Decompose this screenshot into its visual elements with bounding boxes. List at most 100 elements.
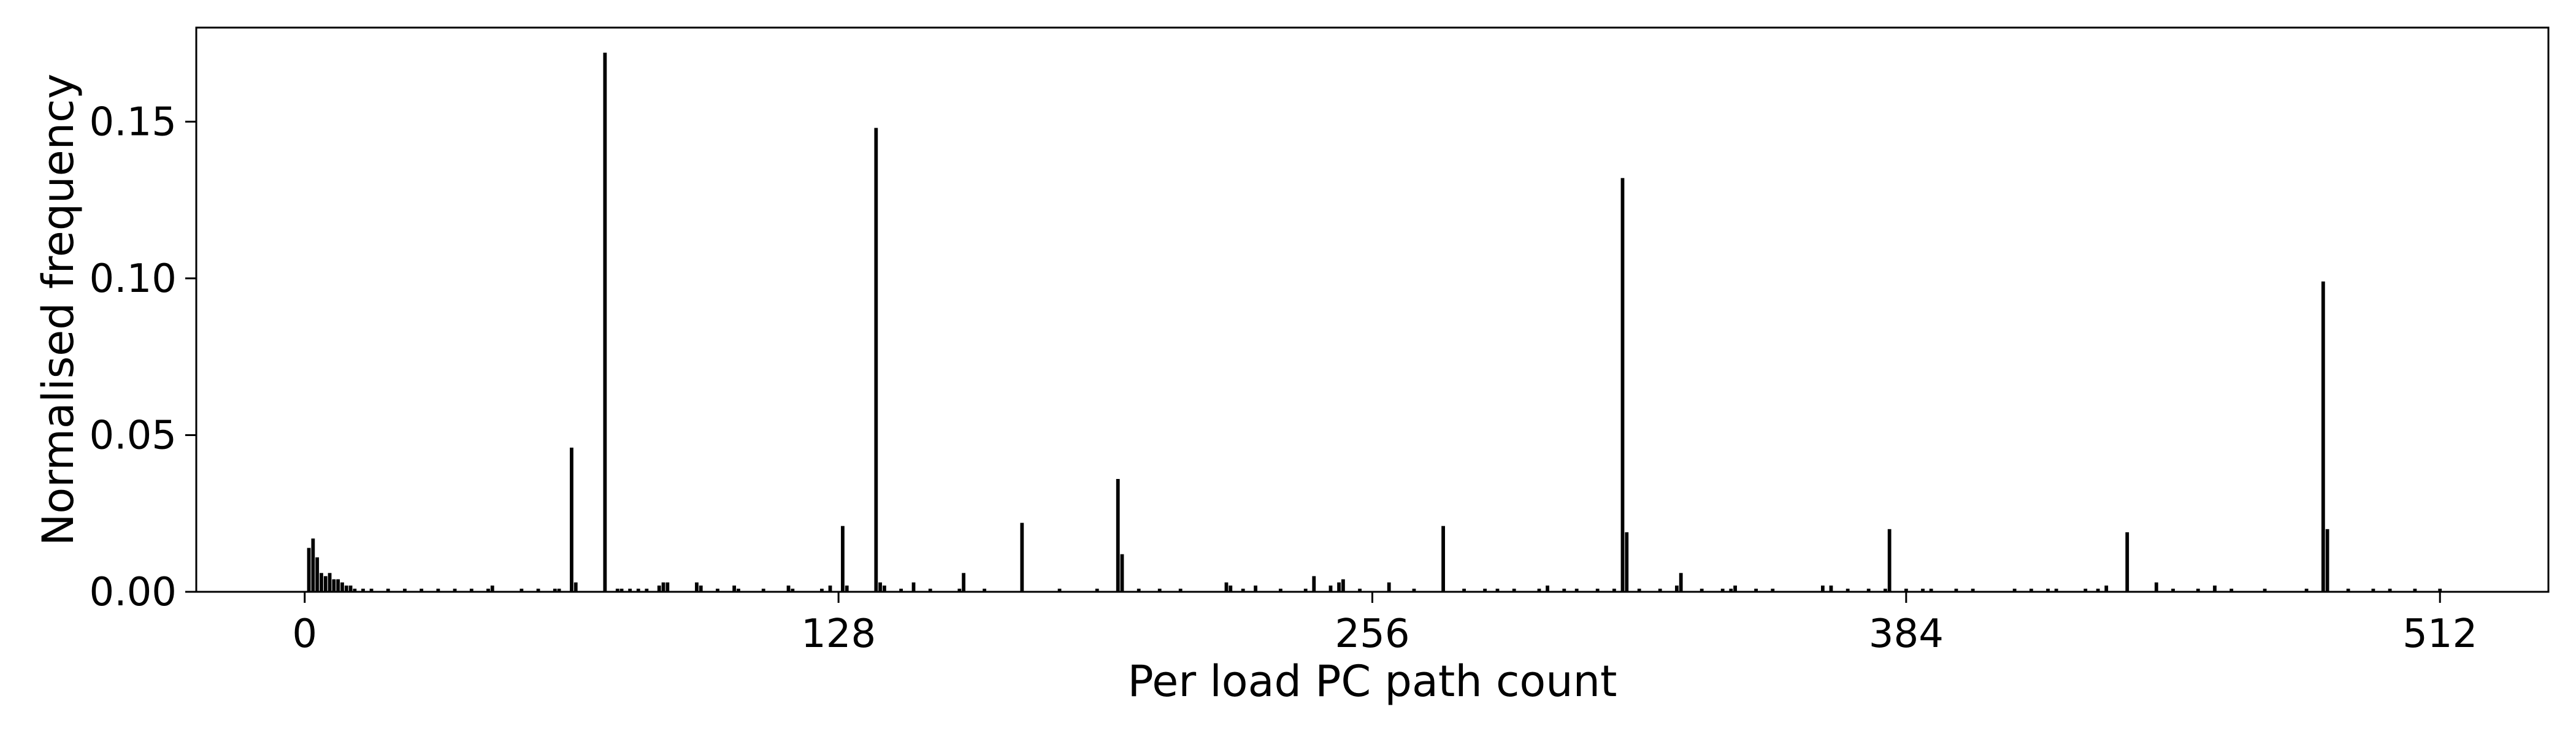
bar	[657, 585, 661, 592]
bar	[536, 588, 540, 592]
bar	[361, 588, 365, 592]
bar	[636, 588, 640, 592]
bar	[2154, 582, 2158, 592]
bar	[2371, 588, 2375, 592]
bar	[2083, 588, 2088, 592]
bar	[911, 582, 916, 592]
bar	[403, 588, 407, 592]
bar	[699, 585, 703, 592]
bar	[386, 588, 390, 592]
x-tick-label: 0	[292, 611, 317, 657]
bar	[2125, 532, 2129, 592]
bar	[1312, 576, 1316, 592]
bar	[1574, 588, 1579, 592]
plot-frame	[195, 26, 2550, 593]
y-tick-label: 0.15	[90, 99, 177, 145]
bar	[2304, 588, 2309, 592]
bar	[1341, 579, 1345, 592]
bar	[453, 588, 457, 592]
bar	[1137, 588, 1141, 592]
bar	[845, 585, 849, 592]
y-tick-label: 0.05	[90, 413, 177, 458]
bar	[928, 588, 932, 592]
bar	[1733, 585, 1737, 592]
bar	[2012, 588, 2017, 592]
bar	[1625, 532, 1629, 592]
bar	[344, 585, 348, 592]
bar	[1674, 585, 1679, 592]
bar	[1612, 588, 1616, 592]
bar	[1771, 588, 1775, 592]
bar	[883, 585, 886, 592]
bar	[2346, 588, 2350, 592]
bar	[328, 573, 332, 592]
bar	[874, 128, 878, 592]
bar	[336, 579, 340, 592]
bar	[1729, 588, 1733, 592]
bar	[1358, 588, 1362, 592]
bar	[1679, 573, 1683, 592]
bar	[2171, 588, 2175, 592]
bar	[332, 579, 336, 592]
bar	[1921, 588, 1925, 592]
bar	[695, 582, 699, 592]
bar	[1595, 588, 1600, 592]
bar	[737, 588, 740, 592]
bar	[486, 588, 490, 592]
bar	[1224, 582, 1229, 592]
bar	[353, 588, 357, 592]
bar	[1904, 588, 1908, 592]
bar	[2388, 588, 2392, 592]
bar	[1254, 585, 1257, 592]
bar	[1820, 585, 1825, 592]
x-tick-label: 384	[1869, 611, 1944, 657]
bar	[436, 588, 440, 592]
bar	[962, 573, 966, 592]
x-tick-label: 128	[801, 611, 876, 657]
bar	[1546, 585, 1549, 592]
bars-layer	[307, 52, 2442, 592]
bar	[1120, 554, 1124, 592]
bar	[2046, 588, 2050, 592]
bar	[619, 588, 624, 592]
bar	[557, 588, 561, 592]
bar	[2229, 588, 2234, 592]
bar	[841, 526, 845, 592]
bar	[2213, 585, 2217, 592]
bar	[1971, 588, 1975, 592]
bar	[2196, 588, 2200, 592]
bar	[553, 588, 557, 592]
bar	[2054, 588, 2058, 592]
bar	[645, 588, 649, 592]
bar	[2096, 588, 2100, 592]
bar	[307, 548, 311, 592]
bar	[1229, 585, 1233, 592]
bar	[340, 582, 344, 592]
bar	[732, 585, 737, 592]
bar	[628, 588, 632, 592]
bar	[1057, 588, 1062, 592]
bar	[716, 588, 719, 592]
bar	[420, 588, 424, 592]
bar	[957, 588, 962, 592]
bar	[983, 588, 987, 592]
x-tick-label: 512	[2402, 611, 2477, 657]
bar	[315, 557, 320, 592]
bar	[1754, 588, 1758, 592]
bar	[1241, 588, 1245, 592]
bar	[1387, 582, 1391, 592]
y-tick-label: 0.00	[90, 570, 177, 615]
bar	[1337, 582, 1341, 592]
bar	[2263, 588, 2267, 592]
bar	[2321, 281, 2325, 592]
x-axis-label: Per load PC path count	[1128, 656, 1617, 706]
bar	[1720, 588, 1725, 592]
bar	[311, 538, 315, 592]
bar	[820, 588, 824, 592]
bar	[878, 582, 883, 592]
bar	[1887, 529, 1892, 592]
bar	[1328, 585, 1333, 592]
bar	[615, 588, 619, 592]
bar	[1279, 588, 1282, 592]
